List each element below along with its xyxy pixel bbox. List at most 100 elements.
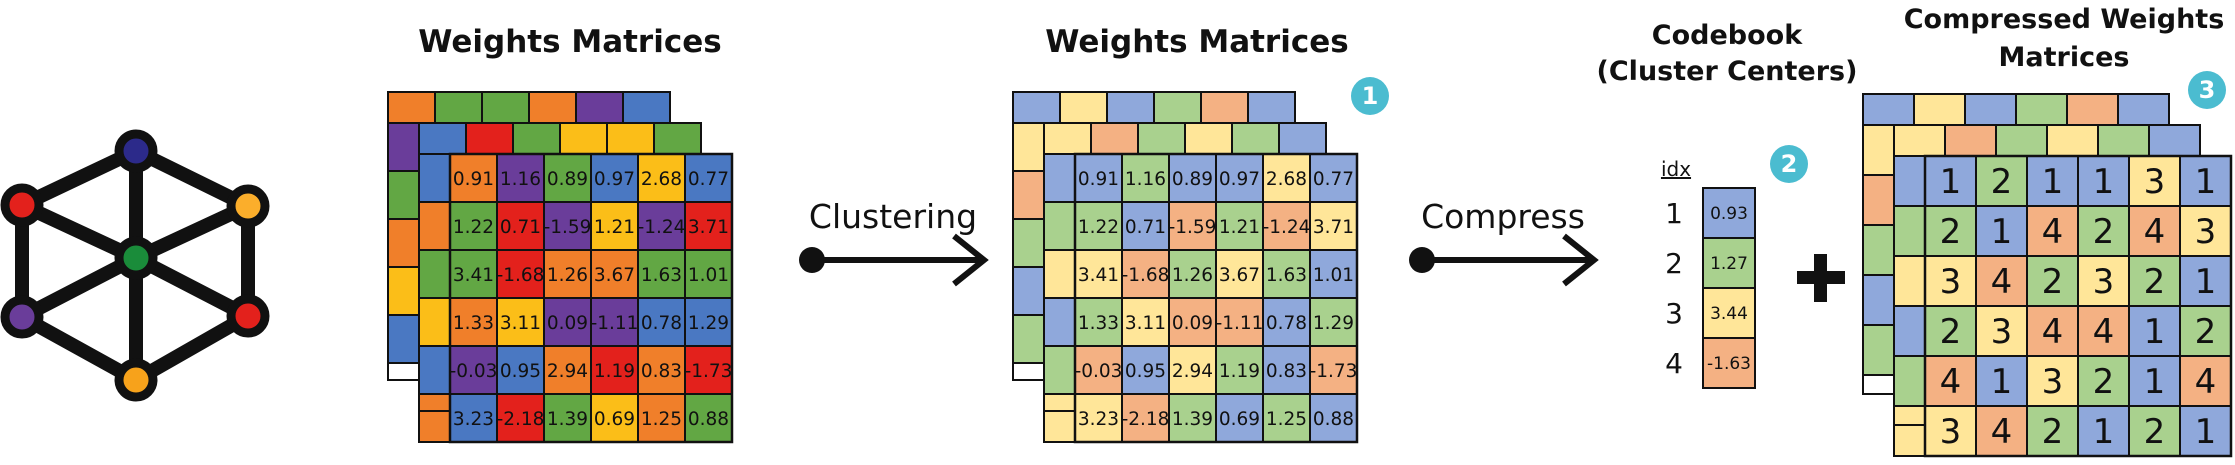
network-node [114, 236, 158, 280]
matrix-cell [496, 201, 545, 251]
matrix-cell [1215, 153, 1264, 203]
back-layer-cell [1862, 174, 1895, 226]
matrix-cell-value: 0.88 [688, 409, 729, 430]
matrix-cell-value: 0.83 [1266, 361, 1307, 382]
matrix-cell-value: 1 [1940, 162, 1962, 202]
matrix-cell-value: 3.67 [1219, 265, 1260, 286]
matrix-cell [2077, 405, 2130, 457]
matrix-cell-value: 1.26 [547, 265, 588, 286]
middle-layer-cell [418, 345, 451, 395]
middle-layer-cell [1893, 305, 1926, 357]
middle-layer-cell [559, 122, 608, 155]
matrix-cell-value: 1.19 [594, 361, 635, 382]
compress-arrow [1409, 233, 1599, 287]
matrix-cell-value: 0.97 [1219, 169, 1260, 190]
matrix-cell [1121, 297, 1170, 347]
matrix-cell-value: 0.97 [594, 169, 635, 190]
compressed-weights-matrices: 1 2 1 1 3 12 1 4 2 4 33 4 2 3 2 12 3 4 4 1 24 1 3 2 1 43 4 2 1 2 1 [1862, 93, 2233, 458]
matrix-cell-value: 0.71 [1125, 217, 1166, 238]
clustering-arrow [799, 233, 989, 287]
matrix-cell [1924, 305, 1977, 357]
matrix-cell-value: 1 [2093, 412, 2115, 452]
matrix-cell-value: 2 [1940, 312, 1962, 352]
middle-layer-cell [418, 297, 451, 347]
matrix-cell-value: 1.29 [688, 313, 729, 334]
matrix-cell-value: 1.33 [1078, 313, 1119, 334]
matrix-cell-value: 1.29 [1313, 313, 1354, 334]
codebook-cell [1702, 337, 1756, 389]
middle-layer-cell [2046, 124, 2099, 157]
matrix-cell [543, 153, 592, 203]
matrix-cell-value: 3 [2195, 212, 2217, 252]
matrix-cell [1262, 345, 1311, 395]
plus-icon [1797, 254, 1845, 302]
matrix-cell-value: 2 [2093, 212, 2115, 252]
matrix-cell [543, 297, 592, 347]
network-node [0, 183, 44, 227]
back-layer-cell [2117, 93, 2170, 126]
back-layer-cell [1059, 91, 1108, 124]
middle-layer-cell [653, 122, 702, 155]
codebook-title: Codebook [1652, 20, 1803, 51]
middle-layer-cell [2148, 124, 2201, 157]
matrix-cell-value: 0.77 [1313, 169, 1354, 190]
compressed-weights-title-line2: Matrices [1999, 42, 2130, 73]
matrix-cell [449, 345, 498, 395]
matrix-cell [2179, 405, 2232, 457]
network-node [0, 295, 44, 339]
matrix-cell-value: 3.23 [1078, 409, 1119, 430]
back-layer-cell [1862, 124, 1895, 176]
middle-layer-cell [465, 122, 514, 155]
matrix-cell [2179, 205, 2232, 257]
back-layer-cell [434, 91, 483, 124]
codebook-cell [1702, 237, 1756, 289]
neural-network-icon [0, 129, 270, 402]
matrix-cell-value: 1.21 [1219, 217, 1260, 238]
matrix-cell-value: 1.39 [1172, 409, 1213, 430]
matrix-cell-value: 0.69 [1219, 409, 1260, 430]
matrix-cell-value: 0.91 [1078, 169, 1119, 190]
matrix-cell-value: 0.95 [500, 361, 541, 382]
back-layer-cell [387, 314, 420, 364]
compress-label: Compress [1421, 197, 1585, 236]
matrix-cell [1215, 393, 1264, 443]
middle-layer-cell [1043, 393, 1076, 443]
matrix-cell-value: -1.73 [685, 361, 733, 382]
matrix-cell [590, 249, 639, 299]
svg-text:2: 2 [1781, 150, 1798, 178]
matrix-cell-value: 4 [2144, 212, 2166, 252]
matrix-cell [684, 393, 733, 443]
matrix-cell-value: 1 [2195, 262, 2217, 302]
matrix-cell-value: 1 [1991, 362, 2013, 402]
matrix-cell-value: 0.89 [1172, 169, 1213, 190]
back-layer-cell [387, 218, 420, 268]
middle-layer-cell [1090, 122, 1139, 155]
matrix-cell-value: 2.68 [1266, 169, 1307, 190]
back-layer-cell [1862, 274, 1895, 326]
middle-layer-cell [1893, 205, 1926, 257]
matrix-cell [590, 345, 639, 395]
matrix-cell-value: 3.41 [1078, 265, 1119, 286]
matrix-cell [590, 297, 639, 347]
matrix-cell [684, 153, 733, 203]
matrix-cell-value: 2 [1940, 212, 1962, 252]
middle-layer-cell [1944, 124, 1997, 157]
matrix-cell-value: 0.91 [453, 169, 494, 190]
matrix-cell-value: -1.68 [1122, 265, 1170, 286]
matrix-cell-value: 3 [2042, 362, 2064, 402]
middle-layer-cell [1137, 122, 1186, 155]
matrix-cell-value: 3 [1940, 412, 1962, 452]
matrix-cell-value: -1.24 [1263, 217, 1311, 238]
matrix-cell-value: 4 [2042, 212, 2064, 252]
matrix-cell-value: 0.78 [1266, 313, 1307, 334]
middle-layer-cell [1893, 405, 1926, 457]
matrix-cell [1262, 249, 1311, 299]
middle-layer-cell [1043, 201, 1076, 251]
middle-layer-cell [418, 153, 451, 203]
network-node [114, 358, 158, 402]
middle-layer-cell [1893, 124, 1946, 157]
back-layer-cell [528, 91, 577, 124]
codebook-index: 2 [1665, 247, 1683, 280]
matrix-cell-value: 1 [2093, 162, 2115, 202]
matrix-cell-value: 2.68 [641, 169, 682, 190]
